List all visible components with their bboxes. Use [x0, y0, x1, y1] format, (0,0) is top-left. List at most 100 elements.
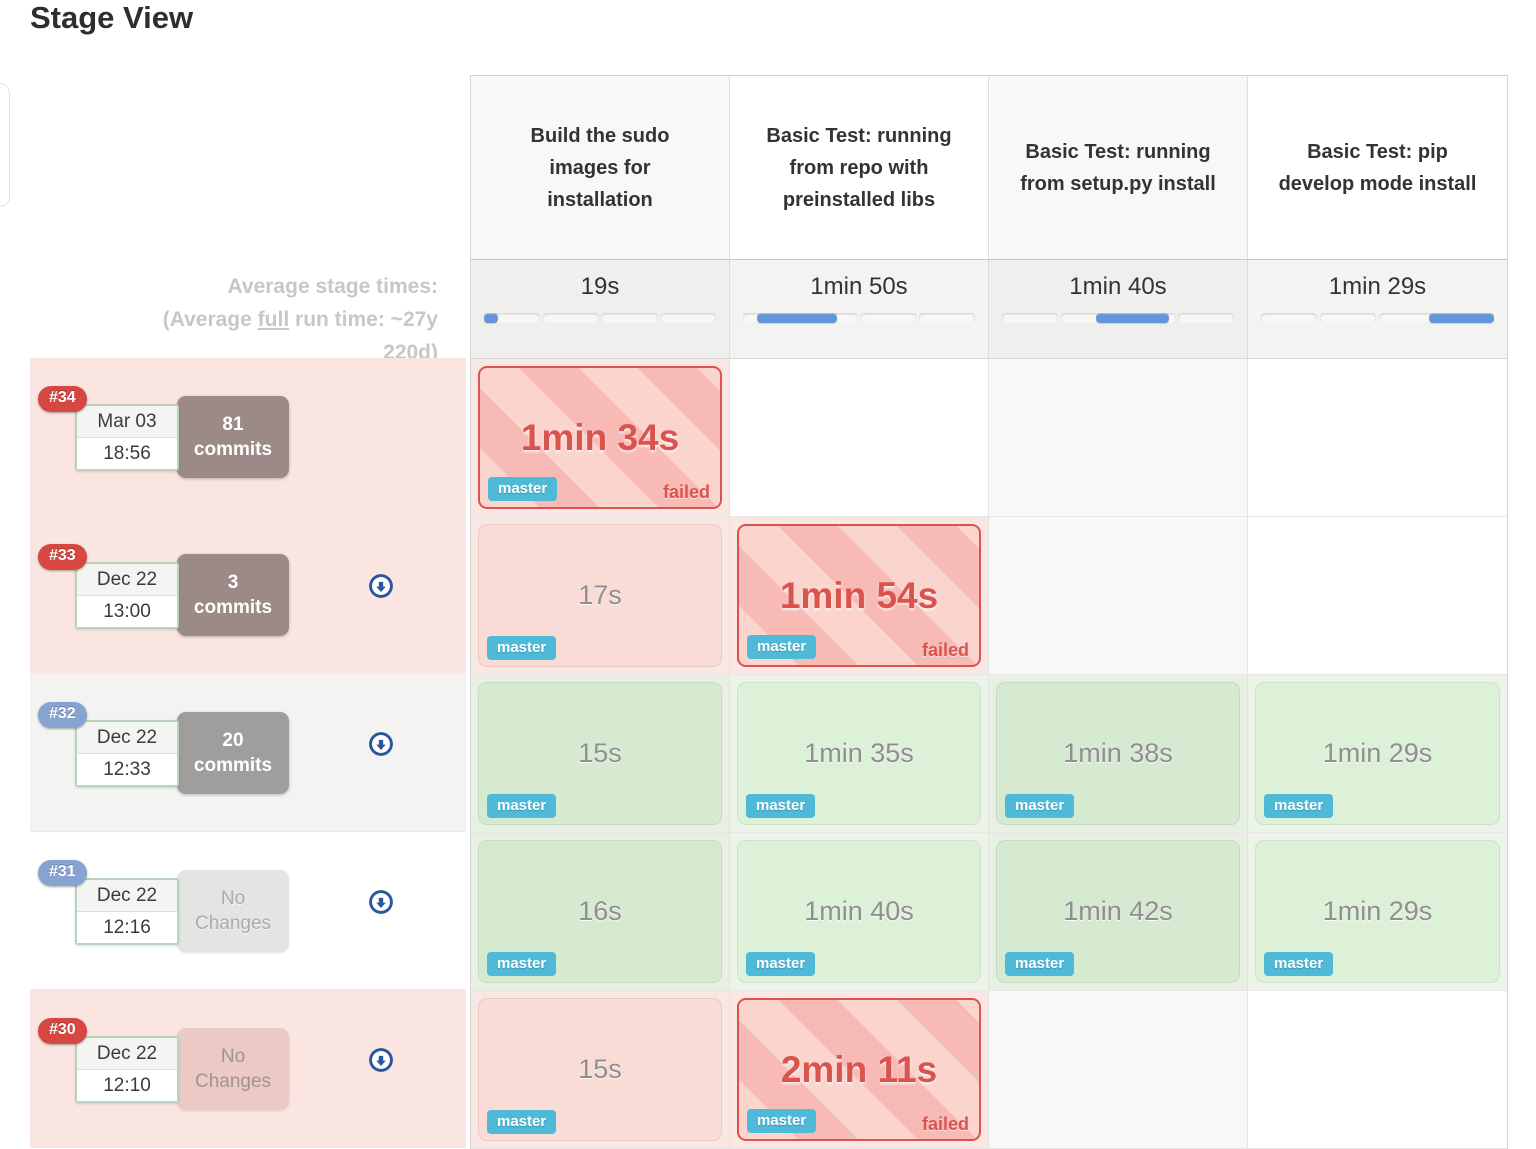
changes-word: commits: [193, 755, 273, 776]
stage-time-bar-fill: [1096, 313, 1170, 323]
stage-card[interactable]: 1min 34s master failed: [478, 366, 722, 509]
changes-box[interactable]: 81 commits: [177, 396, 289, 478]
stage-time-bar-fill: [483, 313, 498, 323]
build-number-badge[interactable]: #30: [38, 1018, 87, 1044]
branch-badge: master: [488, 477, 558, 501]
failed-label: failed: [921, 1114, 969, 1134]
average-stage-times-text: Average stage times:: [227, 275, 438, 298]
download-artifacts-icon[interactable]: [368, 731, 394, 757]
build-row-30: #30 Dec 22 12:10 No Changes: [30, 990, 466, 1148]
stage-duration: 1min 34s: [520, 416, 680, 458]
stage-card[interactable]: 16s master: [478, 840, 722, 983]
changes-count: 81: [222, 414, 244, 435]
stage-card[interactable]: 17s master: [478, 524, 722, 667]
stage-card[interactable]: 1min 42s master: [996, 840, 1240, 983]
stage-card[interactable]: 1min 40s master: [737, 840, 981, 983]
changes-word: commits: [193, 597, 273, 618]
stage-duration: 1min 54s: [779, 574, 939, 616]
build-row-33: #33 Dec 22 13:00 3 commits: [30, 516, 466, 674]
stage-row-32: 15s master 1min 35s master 1min 38s mast…: [471, 675, 1507, 833]
build-date-day: Dec 22: [77, 564, 177, 596]
stage-duration: 1min 29s: [1322, 896, 1433, 926]
stage-header-row: Build the sudo images for installation B…: [471, 76, 1507, 259]
build-number-badge[interactable]: #34: [38, 386, 87, 412]
changes-box[interactable]: No Changes: [177, 870, 289, 952]
stage-cell: 1min 34s master failed: [471, 359, 730, 517]
build-date[interactable]: Mar 03 18:56: [75, 404, 179, 471]
branch-badge: master: [487, 952, 557, 976]
build-row-34: #34 Mar 03 18:56 81 commits: [30, 358, 466, 516]
build-date-time: 12:10: [77, 1070, 177, 1101]
stage-card[interactable]: 1min 29s master: [1255, 682, 1500, 825]
stage-card[interactable]: 1min 38s master: [996, 682, 1240, 825]
changes-count: No: [220, 888, 246, 909]
average-stage-time: 1min 40s: [989, 260, 1248, 358]
stage-time-bar: [742, 313, 976, 323]
build-date[interactable]: Dec 22 12:33: [75, 720, 179, 787]
branch-badge: master: [1005, 952, 1075, 976]
bar-segment: [1001, 313, 1059, 323]
stage-card[interactable]: 2min 11s master failed: [737, 998, 981, 1141]
bar-segment: [1060, 313, 1117, 323]
failed-label: failed: [662, 482, 710, 502]
branch-badge: master: [1005, 794, 1075, 818]
branch-badge: master: [746, 952, 816, 976]
build-date-day: Dec 22: [77, 722, 177, 754]
stage-duration: 15s: [578, 1054, 622, 1084]
column-header-2: Basic Test: running from repo with prein…: [730, 76, 989, 259]
build-row-31: #31 Dec 22 12:16 No Changes: [30, 832, 466, 990]
average-stage-time: 1min 29s: [1248, 260, 1507, 358]
stage-cell: 1min 40s master: [730, 833, 989, 991]
stage-duration: 15s: [578, 738, 622, 768]
average-times-row: 19s 1min 50s 1min 40s 1min 29s: [471, 259, 1507, 359]
stage-card[interactable]: 1min 35s master: [737, 682, 981, 825]
stage-row-31: 16s master 1min 40s master 1min 42s mast…: [471, 833, 1507, 991]
stage-duration: 1min 38s: [1063, 738, 1173, 768]
build-date[interactable]: Dec 22 12:16: [75, 878, 179, 945]
stage-cell: 1min 29s master: [1248, 675, 1507, 833]
stage-cell: 1min 54s master failed: [730, 517, 989, 675]
changes-count: No: [220, 1046, 246, 1067]
build-date[interactable]: Dec 22 13:00: [75, 562, 179, 629]
branch-badge: master: [747, 1109, 817, 1133]
bar-segment: [860, 313, 917, 323]
bar-segment: [542, 313, 599, 323]
stage-card[interactable]: 1min 54s master failed: [737, 524, 981, 667]
stage-card[interactable]: 1min 29s master: [1255, 840, 1500, 983]
stage-duration: 1min 40s: [804, 896, 914, 926]
download-artifacts-icon[interactable]: [368, 573, 394, 599]
stage-cell-empty: [1248, 359, 1507, 517]
stage-cell: 17s master: [471, 517, 730, 675]
stage-time-bar: [483, 313, 717, 323]
build-date[interactable]: Dec 22 12:10: [75, 1036, 179, 1103]
stage-card[interactable]: 15s master: [478, 682, 722, 825]
stage-cell: 15s master: [471, 991, 730, 1149]
bar-segment: [1177, 313, 1235, 323]
branch-badge: master: [487, 794, 557, 818]
branch-badge: master: [747, 635, 817, 659]
build-number-badge[interactable]: #31: [38, 860, 87, 886]
changes-box[interactable]: No Changes: [177, 1028, 289, 1110]
stage-duration: 1min 29s: [1322, 738, 1433, 768]
build-date-day: Dec 22: [77, 880, 177, 912]
build-number-badge[interactable]: #33: [38, 544, 87, 570]
stage-time-bar: [1260, 313, 1495, 323]
changes-box[interactable]: 20 commits: [177, 712, 289, 794]
stage-cell: 2min 11s master failed: [730, 991, 989, 1149]
stage-card[interactable]: 15s master: [478, 998, 722, 1141]
column-header-1: Build the sudo images for installation: [471, 76, 730, 259]
stage-row-30: 15s master 2min 11s master failed: [471, 991, 1507, 1149]
bar-segment: [1378, 313, 1436, 323]
stage-cell-empty: [730, 359, 989, 517]
download-artifacts-icon[interactable]: [368, 1047, 394, 1073]
build-number-badge[interactable]: #32: [38, 702, 87, 728]
changes-box[interactable]: 3 commits: [177, 554, 289, 636]
stage-duration: 1min 42s: [1063, 896, 1173, 926]
bar-segment: [918, 313, 976, 323]
column-header-3: Basic Test: running from setup.py instal…: [989, 76, 1248, 259]
stage-duration: 2min 11s: [780, 1048, 938, 1090]
build-date-time: 12:33: [77, 754, 177, 785]
download-artifacts-icon[interactable]: [368, 889, 394, 915]
stage-time-bar-fill: [756, 313, 838, 323]
stage-cell: 15s master: [471, 675, 730, 833]
